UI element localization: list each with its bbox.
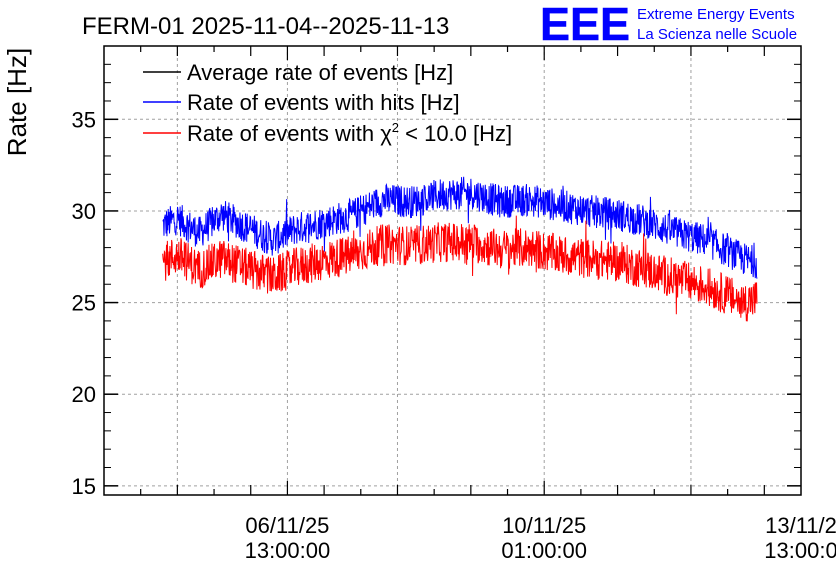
series-group xyxy=(162,176,758,322)
legend-label-chi2: Rate of events with χ2 < 10.0 [Hz] xyxy=(187,120,512,146)
legend-chi2-suffix: < 10.0 [Hz] xyxy=(399,121,512,146)
eee-logo: EEE Extreme Energy Events La Scienza nel… xyxy=(540,0,797,50)
x-tick-label-time: 13:00:00 xyxy=(245,538,331,563)
series-line-chi2 xyxy=(162,215,758,322)
x-tick-label-time: 13:00:0 xyxy=(764,538,836,563)
y-tick-label: 30 xyxy=(72,199,96,224)
legend: Average rate of events [Hz] Rate of even… xyxy=(143,60,512,146)
series-line-hits xyxy=(162,176,758,279)
legend-chi2-prefix: Rate of events with xyxy=(187,121,380,146)
grid-lines xyxy=(104,46,801,495)
plot-frame xyxy=(103,45,802,496)
x-tick-label-date: 06/11/25 xyxy=(245,513,329,538)
legend-label-hits: Rate of events with hits [Hz] xyxy=(187,90,460,115)
y-tick-label: 25 xyxy=(72,291,96,316)
x-tick-label-time: 01:00:00 xyxy=(501,538,587,563)
chart-title: FERM-01 2025-11-04--2025-11-13 xyxy=(82,13,449,40)
logo-line-1: Extreme Energy Events xyxy=(637,6,795,23)
y-tick-label: 15 xyxy=(72,474,96,499)
y-tick-label: 20 xyxy=(72,382,96,407)
y-tick-label: 35 xyxy=(72,107,96,132)
x-tick-label-date: 10/11/25 xyxy=(502,513,586,538)
x-tick-label-date: 13/11/2 xyxy=(765,513,836,538)
legend-label-average: Average rate of events [Hz] xyxy=(187,60,453,85)
legend-chi-symbol: χ xyxy=(380,121,392,146)
legend-chi-superscript: 2 xyxy=(392,120,399,135)
logo-line-2: La Scienza nelle Scuole xyxy=(637,26,797,43)
eee-logo-mark: EEE xyxy=(540,0,630,50)
y-axis-label: Rate [Hz] xyxy=(2,48,32,156)
